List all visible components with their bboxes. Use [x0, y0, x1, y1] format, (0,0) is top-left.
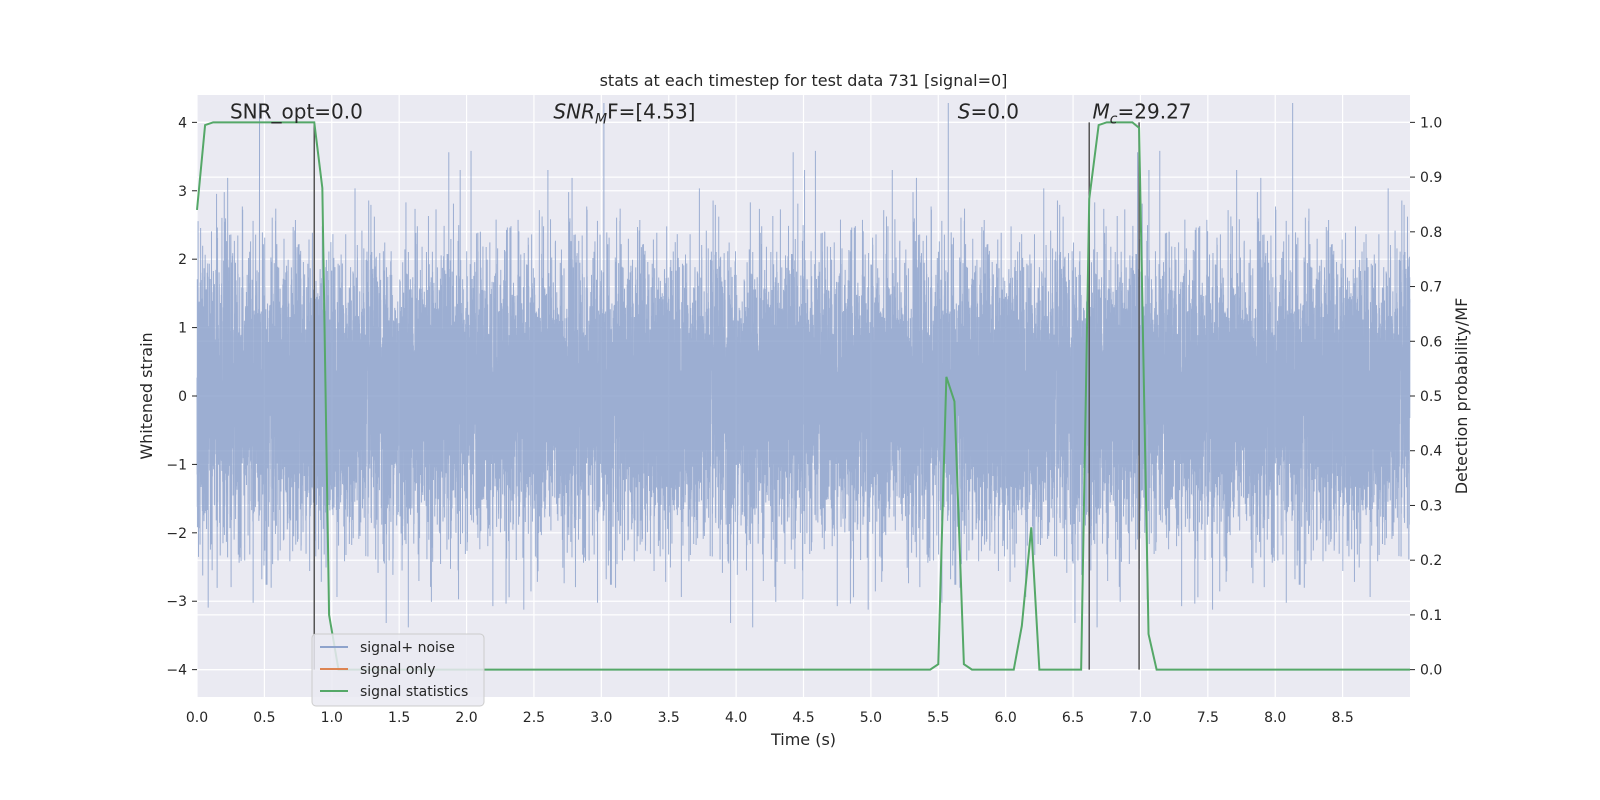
- x-tick-label-16: 8.0: [1264, 710, 1286, 726]
- series-signal-statistics: [196, 121, 1411, 671]
- y-right-tick-label-9: 0.9: [1420, 170, 1442, 186]
- y-left-tick-label-5: 1: [178, 321, 187, 337]
- y-axis-right-label: Detection probability/MF: [1452, 298, 1471, 495]
- annotation-2-main: S: [958, 100, 971, 124]
- y-right-tick-label-6: 0.6: [1420, 334, 1442, 350]
- y-right-tick-label-7: 0.7: [1420, 280, 1442, 296]
- legend-label-1: signal only: [360, 662, 435, 678]
- series-signal-plus-noise: [196, 102, 1411, 628]
- annotation-3-sub: c: [1110, 112, 1118, 128]
- x-tick-label-1: 0.5: [253, 710, 275, 726]
- x-tick-label-6: 3.0: [590, 710, 612, 726]
- y-left-tick-label-4: 0: [178, 389, 187, 405]
- annotation-3-main: M: [1093, 100, 1110, 124]
- annotation-1-rest: F=[4.53]: [607, 100, 695, 124]
- x-tick-label-15: 7.5: [1197, 710, 1219, 726]
- y-left-tick-label-6: 2: [178, 252, 187, 268]
- y-axis-left-label: Whitened strain: [137, 332, 156, 459]
- legend-label-0: signal+ noise: [360, 640, 455, 656]
- y-left-tick-label-8: 4: [178, 115, 187, 131]
- x-tick-label-12: 6.0: [995, 710, 1017, 726]
- annotation-1-main: SNR: [553, 100, 595, 124]
- x-tick-label-8: 4.0: [725, 710, 747, 726]
- x-tick-label-14: 7.0: [1129, 710, 1151, 726]
- annotation-0: SNR_opt=0.0: [230, 100, 363, 124]
- chart-title: stats at each timestep for test data 731…: [600, 71, 1008, 90]
- y-right-tick-label-5: 0.5: [1420, 389, 1442, 405]
- y-right-tick-label-3: 0.3: [1420, 498, 1442, 514]
- y-right-tick-label-4: 0.4: [1420, 444, 1442, 460]
- legend-box: [311, 633, 485, 707]
- y-left-tick-label-3: −1: [166, 457, 187, 473]
- y-left-tick-label-7: 3: [178, 184, 187, 200]
- x-tick-label-7: 3.5: [658, 710, 680, 726]
- annotations: SNR_opt=0.0 SNRMF=[4.53] S=0.0 Mc=29.27: [230, 100, 1192, 128]
- x-tick-label-4: 2.0: [455, 710, 477, 726]
- annotation-3-rest: =29.27: [1118, 100, 1192, 124]
- x-tick-label-17: 8.5: [1331, 710, 1353, 726]
- y-left-tick-label-1: −3: [166, 594, 187, 610]
- y-right-tick-label-2: 0.2: [1420, 553, 1442, 569]
- x-tick-label-10: 5.0: [860, 710, 882, 726]
- x-tick-label-3: 1.5: [388, 710, 410, 726]
- y-right-tick-label-8: 0.8: [1420, 225, 1442, 241]
- annotation-2-rest: =0.0: [970, 100, 1019, 124]
- x-tick-label-13: 6.5: [1062, 710, 1084, 726]
- legend-label-2: signal statistics: [360, 684, 468, 700]
- x-tick-label-9: 4.5: [792, 710, 814, 726]
- y-right-tick-label-1: 0.1: [1420, 608, 1442, 624]
- x-tick-label-11: 5.5: [927, 710, 949, 726]
- signal-plus-noise-trace: [196, 102, 1411, 628]
- annotation-1: SNRMF=[4.53]: [553, 100, 695, 128]
- x-tick-label-2: 1.0: [321, 710, 343, 726]
- y-left-tick-label-0: −4: [166, 663, 187, 679]
- y-right-tick-label-10: 1.0: [1420, 115, 1442, 131]
- legend: signal+ noise signal only signal statistic…: [311, 633, 485, 707]
- y-left-tick-label-2: −2: [166, 526, 187, 542]
- y-right-tick-label-0: 0.0: [1420, 663, 1442, 679]
- x-tick-label-0: 0.0: [186, 710, 208, 726]
- x-axis-label: Time (s): [770, 730, 836, 749]
- axis-ticks: 0.0 0.5 1.0 1.5 2.0 2.5 3.0 3.5 4.0 4.5 5.0 5.5 6.0 6…: [166, 115, 1442, 726]
- annotation-2: S=0.0: [958, 100, 1019, 124]
- x-tick-label-5: 2.5: [523, 710, 545, 726]
- annotation-1-sub: M: [595, 112, 607, 128]
- signal-statistics-line: [196, 121, 1410, 671]
- annotation-3: Mc=29.27: [1093, 100, 1192, 128]
